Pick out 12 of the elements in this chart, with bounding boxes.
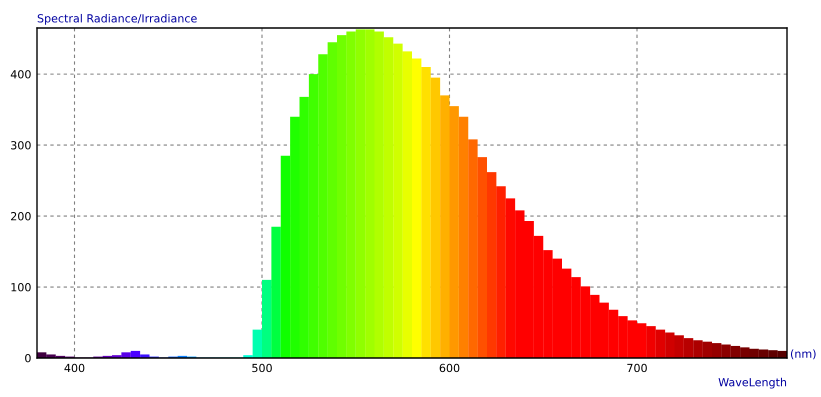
y-tick-label: 0	[25, 354, 31, 362]
y-axis-title: Spectral Radiance/Irradiance	[38, 14, 197, 25]
y-tick-label: 100	[11, 283, 31, 292]
x-tick-label: 400	[64, 364, 84, 372]
y-tick-label: 200	[11, 212, 31, 220]
y-tick-label: 300	[11, 141, 31, 150]
x-axis-title: WaveLength	[718, 378, 786, 389]
x-tick-label: 600	[440, 364, 460, 372]
x-tick-label: 700	[627, 364, 647, 372]
y-tick-label: 400	[10, 70, 31, 79]
text: (nm)	[790, 349, 816, 360]
x-tick-label: 500	[252, 364, 272, 372]
